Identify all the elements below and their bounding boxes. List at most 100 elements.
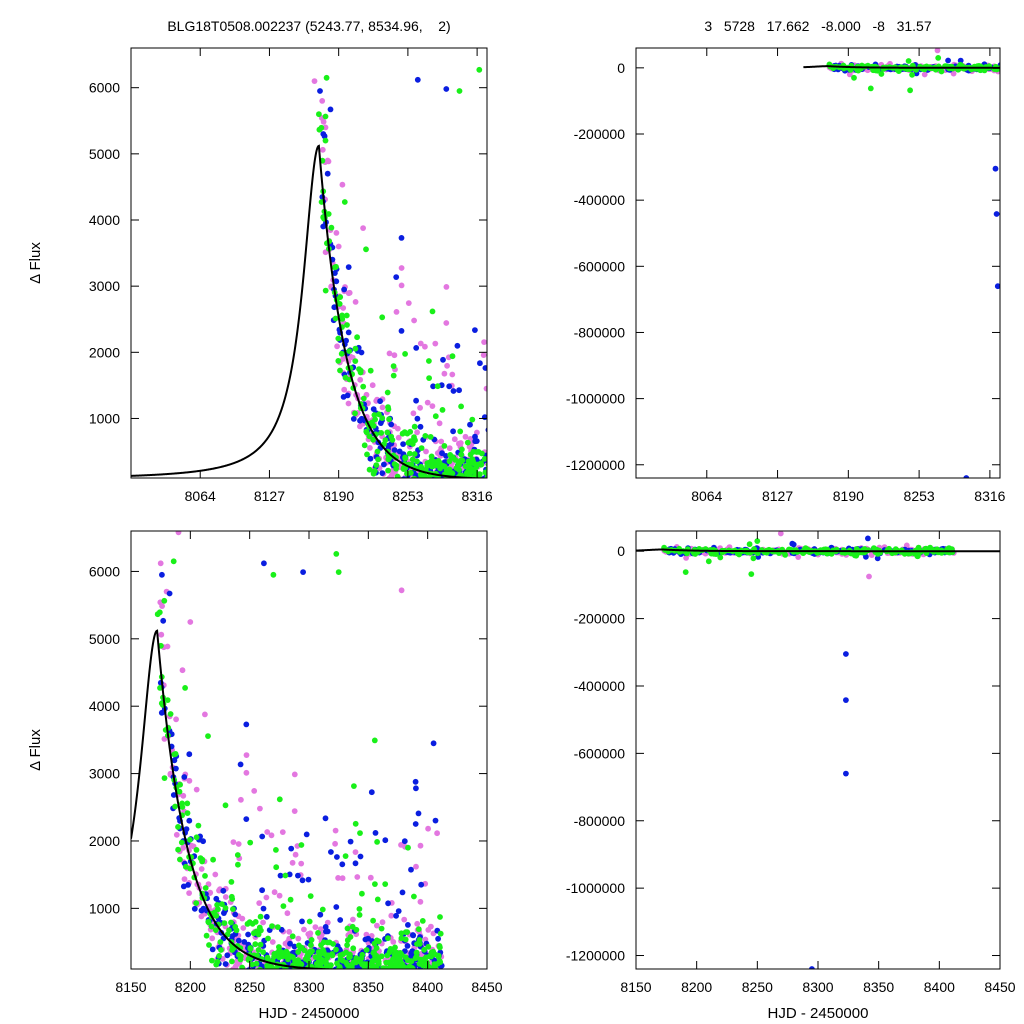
data-point bbox=[358, 955, 365, 962]
data-point bbox=[264, 829, 271, 835]
data-point bbox=[865, 535, 871, 542]
data-point bbox=[567, 337, 573, 343]
y-tick-label: -1200000 bbox=[566, 457, 625, 473]
data-point bbox=[385, 404, 391, 410]
data-point bbox=[553, 470, 559, 476]
data-point bbox=[195, 822, 202, 829]
data-point bbox=[229, 947, 236, 953]
data-point bbox=[247, 946, 254, 952]
data-point bbox=[336, 964, 343, 969]
data-point bbox=[352, 860, 359, 867]
data-point bbox=[867, 85, 874, 92]
data-point bbox=[534, 473, 540, 479]
data-point bbox=[270, 571, 277, 578]
series-green bbox=[154, 551, 444, 969]
data-point bbox=[399, 430, 406, 437]
data-point bbox=[1016, 64, 1022, 70]
data-points bbox=[154, 531, 445, 969]
data-point bbox=[1002, 67, 1008, 73]
y-tick-label: -400000 bbox=[574, 192, 626, 208]
data-point bbox=[422, 433, 429, 439]
data-point bbox=[501, 385, 507, 391]
data-point bbox=[307, 893, 314, 899]
data-point bbox=[503, 477, 509, 483]
data-point bbox=[921, 71, 928, 78]
data-point bbox=[525, 474, 531, 480]
data-point bbox=[324, 928, 331, 935]
data-point bbox=[398, 935, 405, 942]
data-point bbox=[385, 900, 391, 907]
data-point bbox=[418, 445, 425, 451]
data-point bbox=[243, 769, 250, 776]
data-point bbox=[552, 474, 558, 480]
data-point bbox=[531, 474, 537, 480]
data-point bbox=[301, 926, 307, 933]
x-tick-label: 8300 bbox=[802, 979, 833, 995]
data-point bbox=[402, 929, 409, 935]
data-point bbox=[154, 611, 161, 618]
data-point bbox=[187, 619, 194, 625]
data-point bbox=[492, 466, 498, 472]
data-point bbox=[265, 935, 271, 942]
data-point bbox=[532, 473, 538, 479]
data-point bbox=[344, 925, 351, 932]
data-point bbox=[499, 464, 505, 470]
y-tick-label: -800000 bbox=[574, 813, 626, 829]
data-point bbox=[401, 476, 407, 478]
data-point bbox=[249, 961, 256, 968]
data-point bbox=[388, 421, 395, 428]
data-point bbox=[546, 448, 552, 454]
data-point bbox=[538, 474, 544, 480]
data-point bbox=[1001, 68, 1007, 74]
data-point bbox=[279, 829, 286, 835]
data-point bbox=[520, 459, 526, 465]
data-point bbox=[212, 871, 219, 878]
data-point bbox=[393, 309, 400, 315]
data-point bbox=[548, 432, 554, 438]
data-point bbox=[285, 956, 291, 963]
data-point bbox=[540, 464, 546, 470]
data-point bbox=[748, 571, 755, 577]
data-point bbox=[506, 461, 512, 467]
data-point bbox=[244, 921, 251, 927]
data-point bbox=[502, 472, 508, 478]
x-tick-label: 8450 bbox=[984, 979, 1015, 995]
data-point bbox=[518, 463, 524, 469]
data-point bbox=[199, 856, 206, 863]
data-point bbox=[510, 441, 516, 447]
data-point bbox=[518, 451, 524, 457]
data-point bbox=[493, 447, 499, 453]
data-point bbox=[408, 461, 415, 468]
data-point bbox=[423, 448, 429, 455]
data-point bbox=[325, 211, 332, 217]
data-point bbox=[540, 467, 546, 473]
data-point bbox=[335, 335, 342, 342]
data-point bbox=[405, 922, 411, 928]
panel-top-left: 8064 8127 8190 8253 8316 1000 2000 3000 4000 5000… bbox=[27, 47, 573, 504]
data-point bbox=[491, 469, 497, 475]
data-point bbox=[405, 300, 412, 306]
data-point bbox=[208, 923, 215, 930]
data-point bbox=[350, 916, 356, 923]
x-tick-label: 8350 bbox=[863, 979, 894, 995]
data-point bbox=[193, 786, 200, 793]
data-point bbox=[529, 475, 535, 481]
data-point bbox=[1007, 65, 1013, 71]
data-point bbox=[777, 531, 784, 537]
data-point bbox=[303, 831, 310, 838]
data-point bbox=[492, 468, 498, 474]
data-point bbox=[346, 289, 353, 296]
data-point bbox=[946, 545, 952, 551]
data-point bbox=[526, 476, 532, 482]
data-point bbox=[480, 352, 487, 358]
x-tick-label: 8316 bbox=[974, 488, 1005, 504]
data-point bbox=[506, 475, 512, 481]
data-point bbox=[530, 411, 536, 417]
data-point bbox=[538, 459, 544, 465]
data-point bbox=[451, 436, 458, 443]
data-point bbox=[458, 451, 465, 458]
data-point bbox=[269, 923, 275, 929]
data-point bbox=[316, 968, 319, 969]
data-point bbox=[254, 952, 260, 959]
data-point bbox=[1007, 65, 1013, 71]
